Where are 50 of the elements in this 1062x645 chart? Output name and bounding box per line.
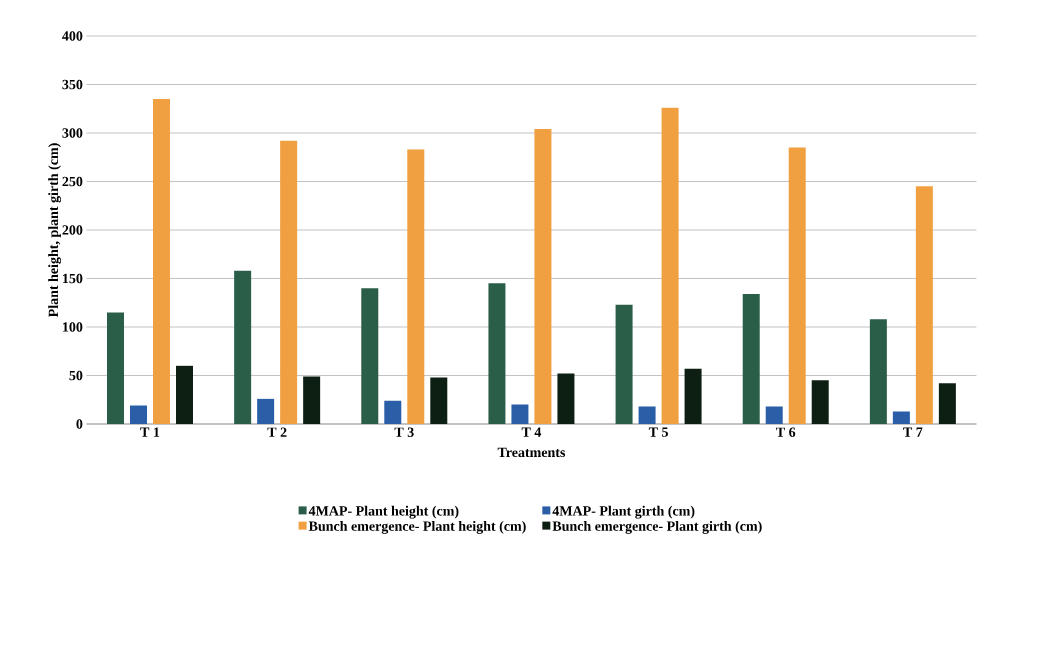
y-tick-label: 300 <box>62 128 83 138</box>
y-tick-label: 100 <box>63 322 83 332</box>
x-tick-label: T 7 <box>903 427 923 437</box>
bar <box>361 288 379 424</box>
y-tick-label: 0 <box>76 419 83 429</box>
bar <box>234 270 252 424</box>
x-tick-label: T 4 <box>521 427 542 437</box>
y-tick-label: 50 <box>69 370 83 381</box>
bar <box>257 398 275 424</box>
x-tick-label: T 1 <box>140 427 160 437</box>
bar <box>869 319 887 424</box>
bar <box>384 400 402 424</box>
bar <box>130 405 147 424</box>
x-tick-label: T 6 <box>776 427 796 437</box>
y-axis-title: Plant height, plant girth (cm) <box>48 143 62 318</box>
bar <box>557 373 575 424</box>
legend-label: Bunch emergence- Plant girth (cm) <box>552 521 762 534</box>
y-tick-label: 150 <box>63 273 83 284</box>
bar <box>430 377 448 424</box>
y-tick-label: 350 <box>62 79 83 90</box>
x-tick-label: T 2 <box>267 427 287 437</box>
bar <box>661 107 679 424</box>
y-tick-label: 250 <box>62 176 83 187</box>
bar <box>511 404 529 424</box>
bar <box>176 365 193 424</box>
bar <box>107 312 124 424</box>
legend-label: 4MAP- Plant height (cm) <box>308 505 459 519</box>
bar <box>684 368 702 424</box>
x-axis-title: Treatments <box>497 447 566 458</box>
x-tick-label: T 3 <box>394 427 414 437</box>
y-tick-label: 400 <box>62 31 83 41</box>
bar <box>280 140 298 424</box>
bar <box>615 304 633 424</box>
bar <box>742 294 760 424</box>
bar <box>892 411 910 424</box>
bar <box>534 129 552 424</box>
bar <box>765 406 783 424</box>
legend-label: Bunch emergence- Plant height (cm) <box>308 521 526 534</box>
bar <box>153 99 170 424</box>
bar <box>407 149 425 424</box>
bar <box>303 376 321 424</box>
bar <box>488 283 506 424</box>
bar <box>638 406 656 424</box>
bar <box>938 383 956 424</box>
bar <box>788 147 806 424</box>
x-tick-label: T 5 <box>648 427 668 437</box>
legend-label: 4MAP- Plant girth (cm) <box>552 505 695 519</box>
bar <box>811 380 829 424</box>
bar <box>915 186 933 424</box>
y-tick-label: 200 <box>62 225 83 235</box>
